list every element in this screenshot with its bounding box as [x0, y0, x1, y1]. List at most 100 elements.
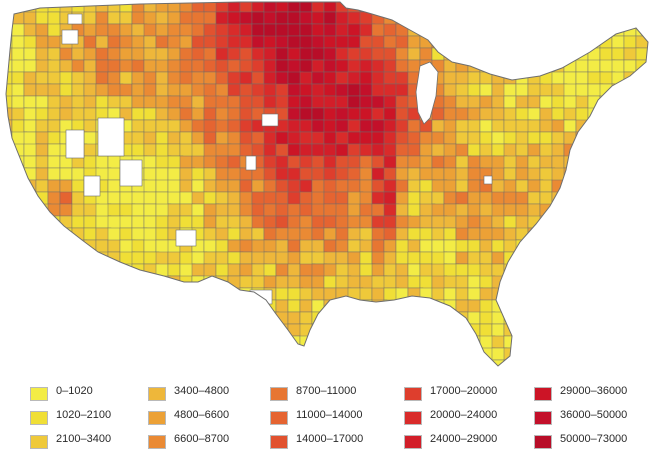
county-cell — [11, 215, 25, 232]
lake-michigan — [415, 61, 439, 125]
county-cell — [443, 215, 457, 229]
county-cell — [587, 143, 601, 157]
county-cell — [59, 311, 73, 325]
county-cell — [203, 239, 217, 253]
county-cell — [527, 2, 541, 13]
county-cell — [491, 227, 505, 241]
county-cell — [563, 47, 580, 61]
county-cell — [443, 23, 457, 37]
county-cell — [23, 11, 37, 25]
county-cell — [611, 227, 628, 241]
county-cell — [263, 83, 277, 97]
county-cell — [215, 347, 229, 364]
county-cell — [611, 251, 625, 265]
county-cell — [227, 95, 241, 109]
county-cell — [371, 311, 388, 325]
legend-swatch — [270, 435, 288, 449]
county-cell — [647, 263, 648, 277]
legend-item: 14000–17000 — [270, 432, 400, 453]
county-cell — [323, 35, 337, 49]
county-cell — [35, 287, 49, 304]
county-cell — [611, 311, 628, 325]
county-cell — [527, 275, 541, 289]
county-cell — [107, 359, 121, 366]
county-cell — [383, 131, 397, 145]
county-cell — [263, 263, 277, 277]
county-cell — [107, 347, 124, 364]
county-cell — [599, 227, 613, 244]
county-cell — [467, 155, 481, 169]
county-cell — [83, 215, 97, 229]
county-cell — [587, 167, 604, 181]
county-cell — [515, 227, 529, 241]
county-cell — [647, 23, 648, 37]
county-cell — [23, 335, 37, 349]
county-cell — [443, 287, 457, 301]
county-cell — [59, 215, 73, 229]
county-cell — [575, 143, 589, 160]
county-cell — [275, 287, 289, 301]
county-cell — [59, 239, 73, 253]
county-cell — [611, 347, 628, 361]
county-cell — [383, 347, 400, 361]
county-cell — [539, 323, 553, 337]
county-cell — [503, 23, 517, 40]
county-cell — [623, 215, 637, 229]
county-cell — [575, 2, 589, 13]
county-cell — [539, 299, 553, 313]
county-cell — [23, 107, 37, 121]
county-cell — [167, 131, 181, 145]
county-cell — [635, 191, 648, 208]
county-cell — [107, 299, 121, 316]
county-cell — [83, 95, 97, 109]
county-cell — [263, 71, 277, 85]
county-cell — [551, 323, 565, 337]
county-cell — [155, 311, 172, 325]
legend-item: 2100–3400 — [30, 432, 160, 453]
county-cell — [575, 71, 589, 85]
county-cell — [515, 143, 529, 157]
county-cell — [251, 143, 265, 157]
county-cell — [203, 299, 217, 313]
county-cell — [35, 359, 52, 366]
county-cell — [227, 179, 241, 193]
county-cell — [599, 23, 613, 37]
legend-item: 8700–11000 — [270, 384, 400, 405]
county-cell — [419, 359, 433, 366]
county-cell — [6, 131, 13, 148]
county-cell — [647, 143, 648, 160]
county-cell — [383, 59, 397, 73]
county-cell — [23, 23, 37, 37]
county-cell — [467, 83, 481, 97]
county-cell — [647, 71, 648, 88]
county-cell — [563, 215, 577, 229]
county-cell — [239, 359, 253, 366]
county-cell — [611, 119, 628, 133]
county-cell — [371, 2, 385, 13]
legend-label: 0–1020 — [56, 385, 93, 397]
county-cell — [563, 251, 577, 268]
county-cell — [143, 323, 157, 340]
legend-item: 11000–14000 — [270, 408, 400, 429]
county-cell — [503, 83, 517, 97]
county-cell — [11, 2, 25, 13]
county-cell — [263, 275, 277, 289]
county-cell — [215, 359, 229, 366]
county-cell — [647, 107, 648, 121]
county-cell — [35, 299, 49, 316]
county-cell — [503, 167, 517, 181]
legend-swatch — [534, 411, 552, 425]
county-cell — [419, 239, 433, 253]
legend-swatch — [270, 411, 288, 425]
county-cell — [11, 335, 25, 352]
county-cell — [515, 251, 529, 265]
county-cell — [419, 215, 433, 229]
county-cell — [227, 47, 241, 61]
county-cell — [407, 11, 424, 25]
county-cell — [251, 203, 265, 217]
county-cell — [359, 203, 373, 217]
county-cell — [503, 299, 517, 313]
county-cell — [335, 47, 349, 61]
county-cell — [47, 131, 61, 145]
county-cell — [107, 311, 124, 325]
